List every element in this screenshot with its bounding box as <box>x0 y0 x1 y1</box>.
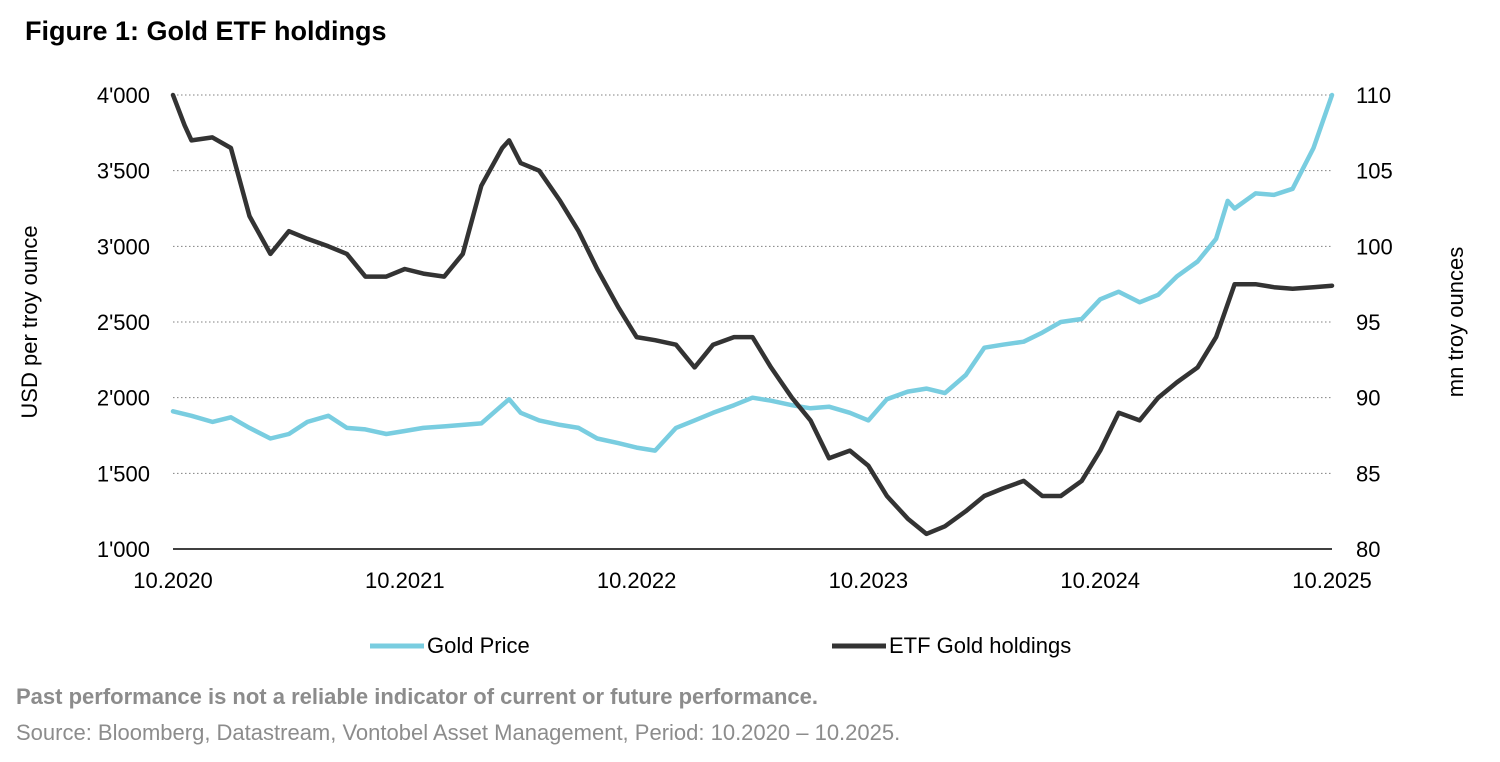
series-line-gold-price <box>170 92 1335 453</box>
y-left-tick-label: 1'000 <box>97 537 150 562</box>
source-note: Source: Bloomberg, Datastream, Vontobel … <box>16 720 900 745</box>
performance-disclaimer: Past performance is not a reliable indic… <box>16 684 818 709</box>
y-right-tick-label: 90 <box>1356 386 1380 411</box>
y-right-tick-label: 80 <box>1356 537 1380 562</box>
y-right-tick-label: 95 <box>1356 310 1380 335</box>
y-left-tick-label: 2'500 <box>97 310 150 335</box>
y-axis-left: 1'000 1'500 2'000 2'500 3'000 3'500 4'000 <box>97 83 150 562</box>
x-tick-label: 10.2025 <box>1292 568 1372 593</box>
y-right-tick-label: 110 <box>1356 83 1391 108</box>
legend: Gold Price ETF Gold holdings <box>370 633 1071 658</box>
legend-label-gold-price: Gold Price <box>427 633 530 658</box>
y-axis-left-label: USD per troy ounce <box>17 225 42 418</box>
x-tick-label: 10.2024 <box>1060 568 1140 593</box>
y-left-tick-label: 3'500 <box>97 159 150 184</box>
y-left-tick-label: 3'000 <box>97 234 150 259</box>
legend-label-etf-holdings: ETF Gold holdings <box>889 633 1071 658</box>
y-left-tick-label: 4'000 <box>97 83 150 108</box>
y-right-tick-label: 85 <box>1356 461 1380 486</box>
y-right-tick-label: 100 <box>1356 234 1393 259</box>
y-right-tick-label: 105 <box>1356 159 1393 184</box>
series-line-etf-gold-holdings <box>170 92 1335 537</box>
gridlines <box>173 94 1332 474</box>
series-lines <box>170 92 1335 537</box>
x-tick-label: 10.2023 <box>829 568 909 593</box>
x-axis: 10.2020 10.2021 10.2022 10.2023 10.2024 10.20… <box>133 548 1372 593</box>
x-tick-label: 10.2022 <box>597 568 677 593</box>
x-tick-label: 10.2020 <box>133 568 213 593</box>
y-axis-right-label: mn troy ounces <box>1443 247 1468 397</box>
x-tick-label: 10.2021 <box>365 568 445 593</box>
y-left-tick-label: 1'500 <box>97 461 150 486</box>
y-left-tick-label: 2'000 <box>97 386 150 411</box>
chart-title: Figure 1: Gold ETF holdings <box>25 16 386 46</box>
y-axis-right: 80 85 90 95 100 105 110 <box>1356 83 1393 562</box>
